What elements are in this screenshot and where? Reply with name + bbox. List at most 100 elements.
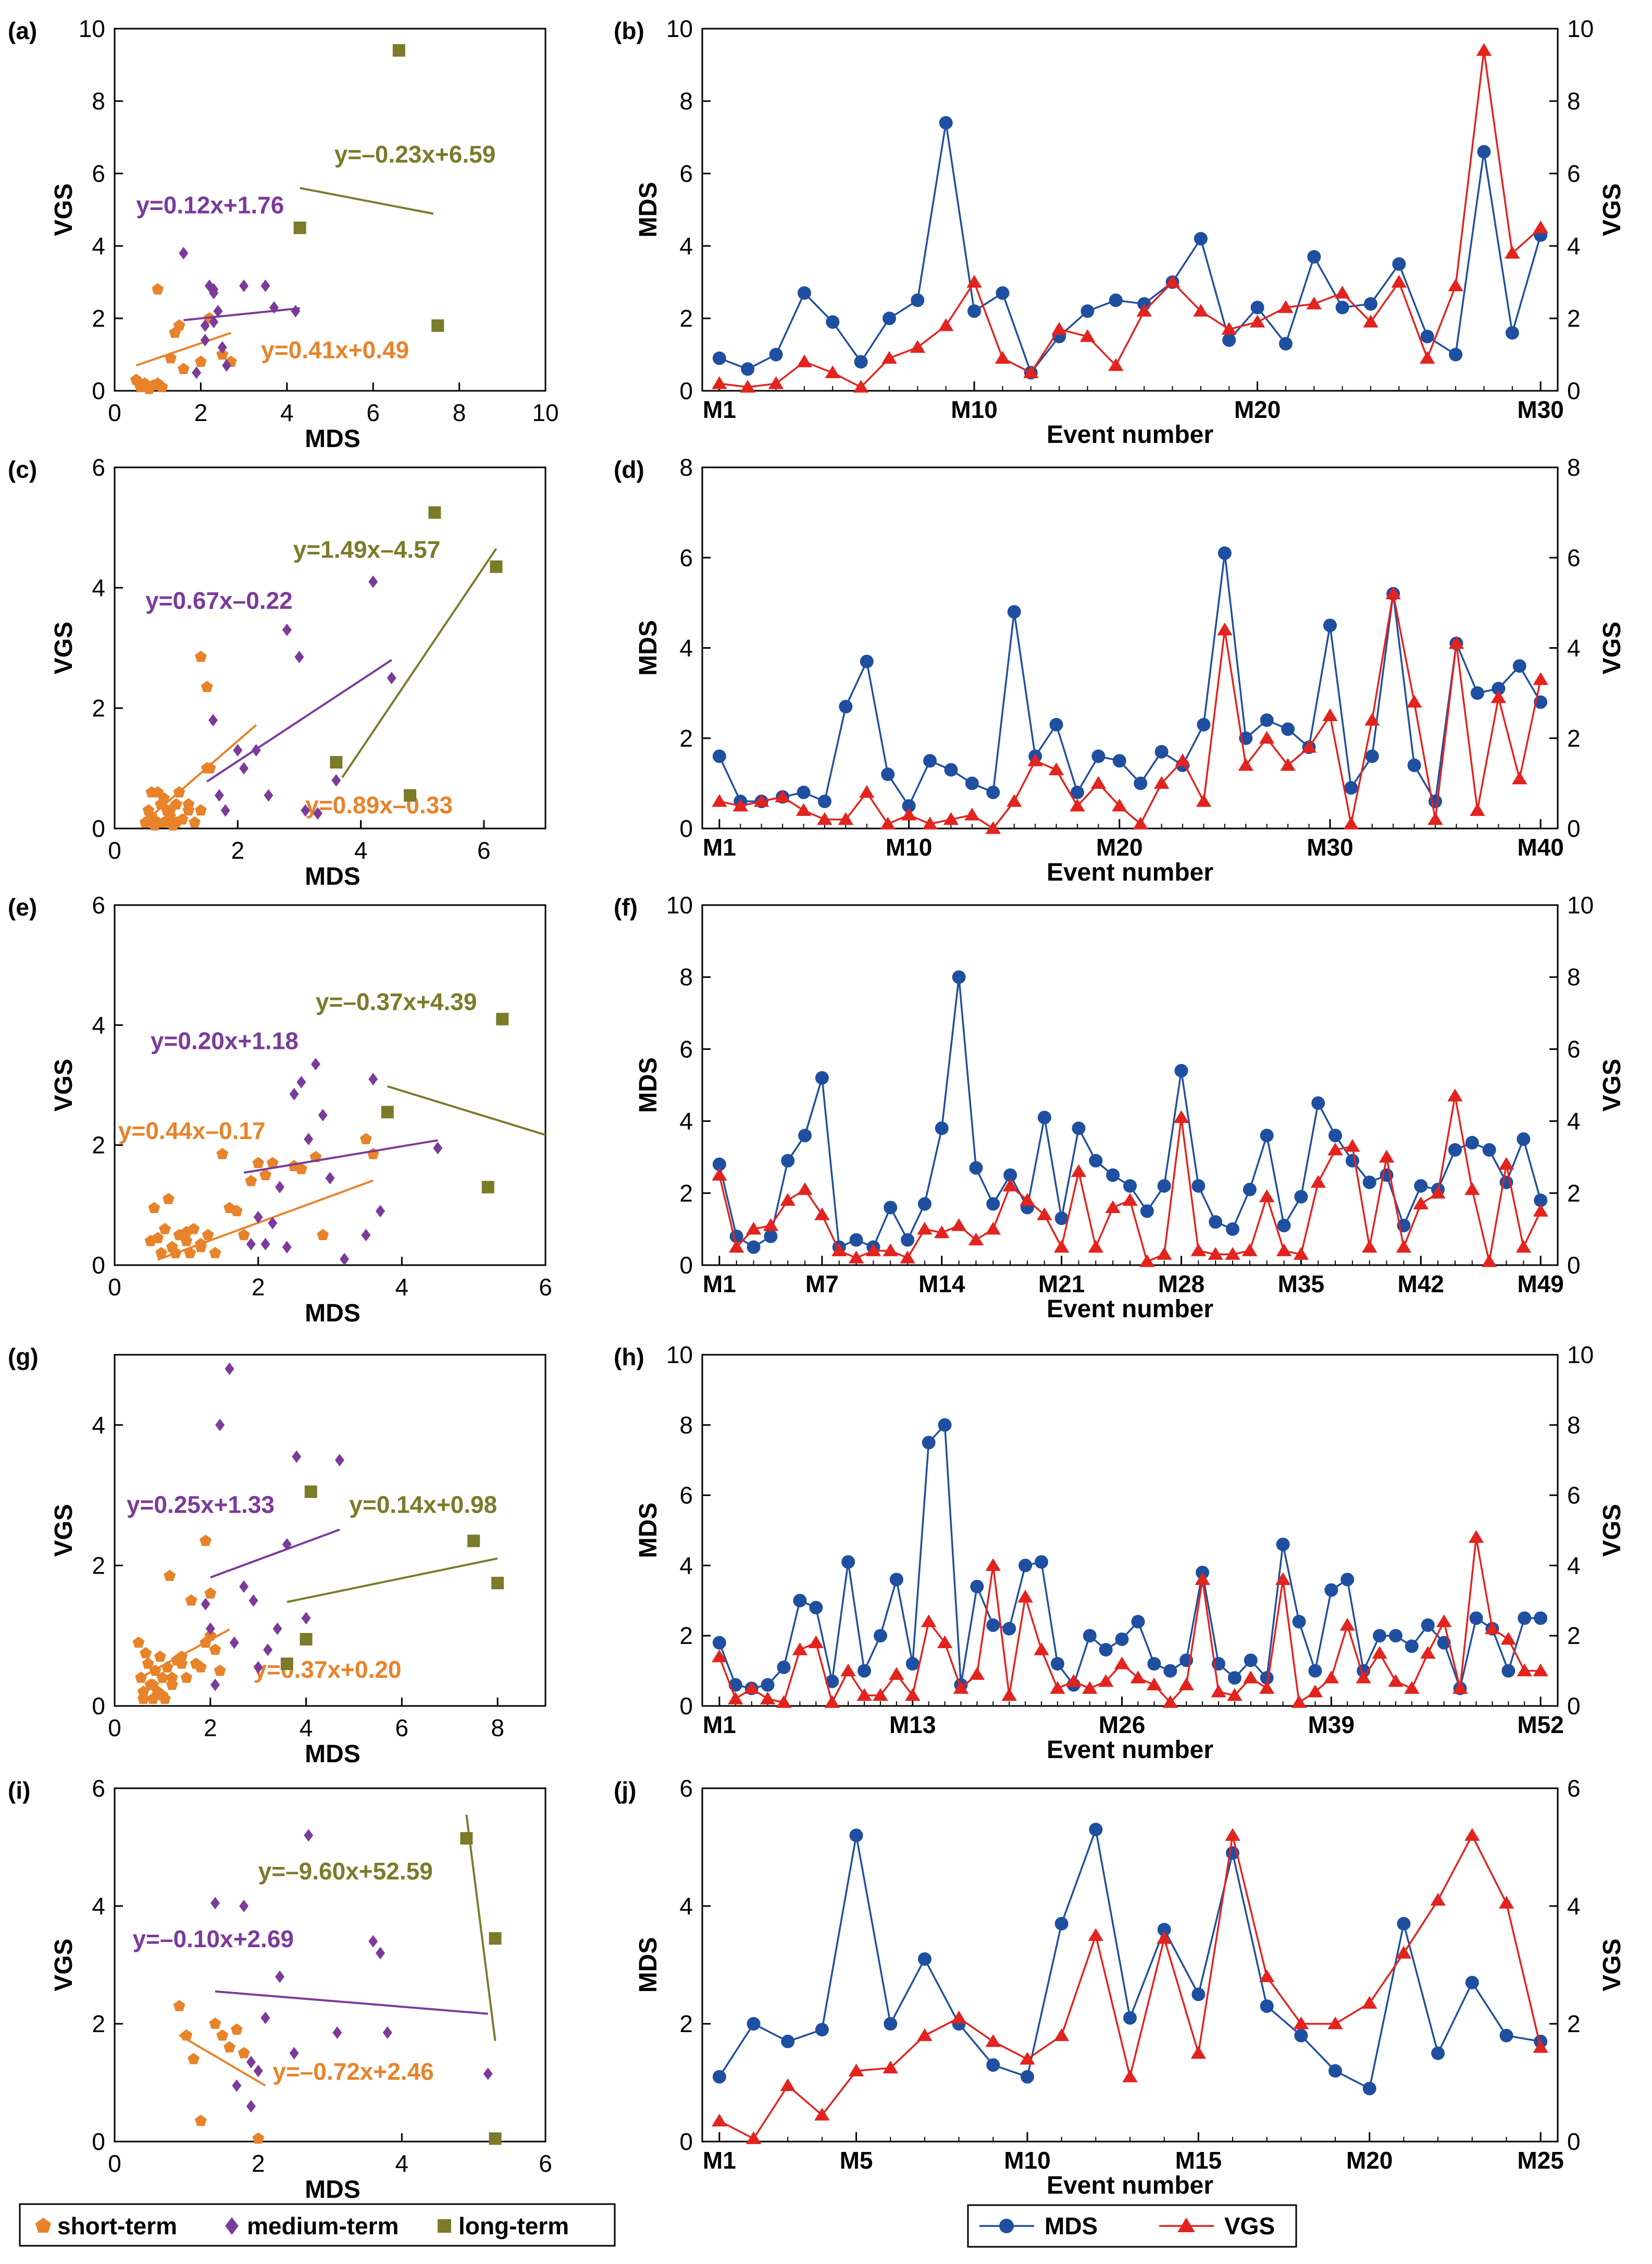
panel-label: (a) [8,17,37,44]
y-tick-label-left: 10 [666,892,693,919]
x-tick-label: M7 [805,1270,839,1297]
medium-term-point [275,1181,285,1194]
y-axis-label-left: MDS [635,1057,662,1113]
mds-point [970,1579,984,1593]
medium-term-point [249,1594,258,1607]
x-tick-label: M52 [1517,1711,1563,1738]
x-axis-label: MDS [305,1300,361,1327]
panel-h: 0 0 2 2 4 4 6 6 8 8 10 10 M1 M13 M26 M39 M52 Event number… [614,1341,1626,1764]
medium-term-point [340,1253,350,1266]
y-tick-label-right: 0 [1567,1252,1581,1279]
x-tick-label: 2 [252,2150,265,2177]
vgs-point [951,2010,967,2024]
vgs-point [1396,1240,1412,1253]
short-term-point [216,1147,229,1159]
axes-frame [701,1354,1559,1707]
mds-point [817,795,831,809]
short-term-point [152,816,164,828]
y-tick-label-left: 4 [679,1108,693,1135]
mds-point [1018,1558,1033,1573]
x-tick-label: M1 [703,834,736,861]
short-term-point [360,1133,372,1144]
x-tick-label: M1 [703,1711,736,1738]
x-tick-label: 2 [204,1714,217,1741]
short-term-point [176,1657,188,1669]
panel-j: 0 0 2 2 4 4 6 6 M1 M5 M10 M15 M20 M25 Event number MDS V… [614,1775,1626,2199]
vgs-point [985,821,1001,834]
mds-point [917,1197,931,1211]
vgs-point [1327,2016,1343,2030]
mds-point [1191,1987,1206,2001]
mds-point [986,2058,1000,2072]
mds-point [860,654,874,669]
mds-point [1089,1154,1103,1168]
y-tick-label: 10 [79,15,105,42]
medium-term-point [220,804,230,817]
vgs-point [1088,1928,1104,1941]
vgs-point [1533,220,1548,233]
mds-point [1244,1653,1258,1667]
panel-label: (d) [614,456,644,483]
medium-term-point [246,2056,256,2069]
mds-point [825,1674,839,1688]
vgs-point [1190,1243,1207,1256]
mds-point [854,355,868,369]
long-term-point [481,1181,494,1194]
x-tick-label: 4 [300,1714,313,1741]
medium-term-point [201,1598,210,1611]
panel-i: 0 2 4 6 0 2 4 6 MDS VGS (i) y=–0.72x+2.46 y=–0.10x+2… [8,1775,552,2204]
x-tick-label: M42 [1398,1270,1444,1297]
x-tick-label: M13 [889,1711,936,1738]
x-tick-label: M1 [703,396,736,423]
vgs-point [1249,314,1265,328]
mds-point [1470,686,1484,700]
panel-label: (g) [8,1343,39,1370]
short-term-point [156,1689,169,1701]
medium-fit-line [210,1528,340,1579]
y-tick-label: 2 [92,695,105,722]
vgs-point [917,2028,933,2042]
mds-point [826,315,840,329]
vgs-point [1276,1243,1292,1256]
y-tick-label-left: 6 [679,544,693,571]
mds-point [1003,1168,1017,1182]
short-term-point [159,1222,171,1234]
medium-term-point [332,2026,342,2039]
long-term-point [489,2132,502,2145]
mds-point [741,362,755,376]
legend-right: MDS VGS [967,2204,1297,2248]
medium-term-point [296,1075,306,1088]
mds-point [1123,1179,1137,1193]
medium-term-point [215,1418,225,1431]
vgs-point [1498,1896,1514,1909]
medium-term-point [334,1454,344,1467]
legend-left-frame [19,2203,616,2247]
vgs-point [1448,278,1463,291]
short-term-point [180,1226,193,1238]
vgs-point [1533,1204,1548,1217]
mds-point [884,2017,898,2031]
y-axis-label: VGS [50,183,78,236]
x-tick-label: 0 [108,837,121,864]
vgs-point [1306,296,1322,310]
vgs-point [1017,1590,1033,1603]
vgs-point [728,1691,743,1705]
medium-term-point [260,279,270,292]
short-term-point [147,1678,159,1690]
vgs-point [1259,1189,1275,1203]
vgs-point [1053,1240,1070,1253]
medium-term-point [313,807,322,820]
mds-point [1397,1916,1411,1931]
x-axis-label: MDS [305,2176,361,2204]
medium-term-point [289,1087,299,1100]
mds-point [1099,1643,1113,1657]
mds-point [1501,1664,1516,1678]
mds-point [935,1121,949,1135]
vgs-point [780,1193,796,1206]
short-term-point [177,363,190,374]
mds-point [793,1593,807,1607]
medium-term-point [310,1058,320,1071]
short-term-point [164,1569,176,1581]
medium-term-point [483,2068,493,2081]
mds-point [996,286,1010,300]
